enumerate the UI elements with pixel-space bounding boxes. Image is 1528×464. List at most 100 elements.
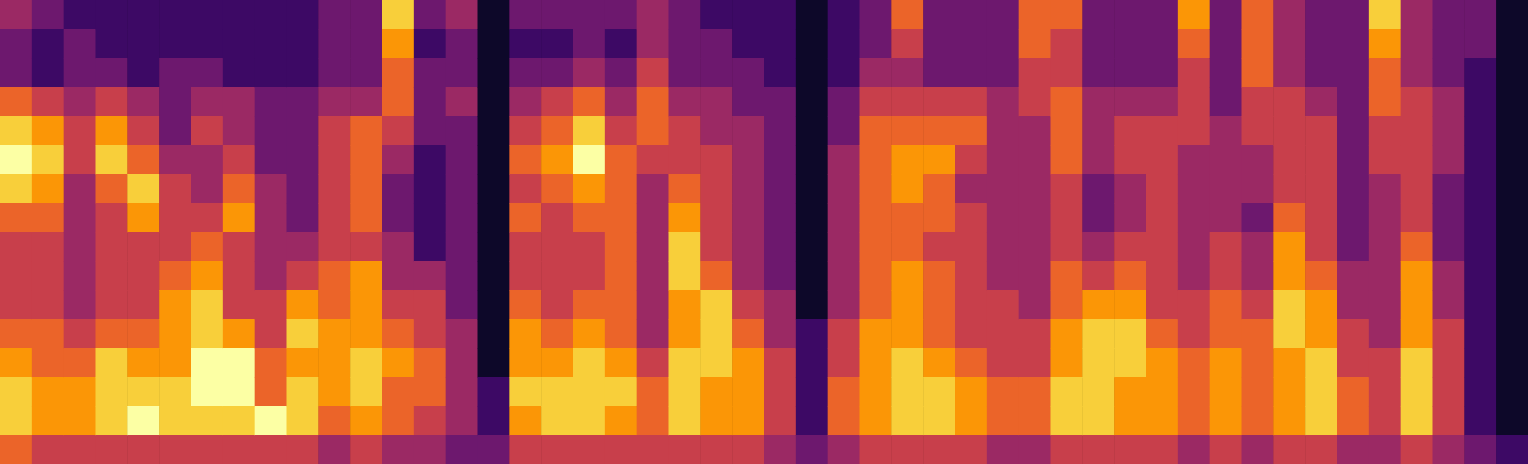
cell <box>64 290 96 320</box>
cell <box>1273 58 1305 88</box>
cell <box>0 87 32 117</box>
cell <box>1369 145 1401 175</box>
cell <box>255 348 287 378</box>
cell <box>955 174 987 204</box>
cell <box>1305 377 1337 407</box>
cell <box>1178 116 1210 146</box>
cell <box>127 29 159 59</box>
cell <box>509 406 541 436</box>
cell <box>700 377 732 407</box>
cell <box>987 406 1019 436</box>
cell <box>350 58 382 88</box>
cell <box>1019 58 1051 88</box>
cell <box>382 435 414 464</box>
cell <box>509 232 541 262</box>
cell <box>923 232 955 262</box>
cell <box>1178 406 1210 436</box>
cell <box>1401 0 1433 30</box>
cell <box>1146 348 1178 378</box>
cell <box>732 174 764 204</box>
cell <box>1369 203 1401 233</box>
cell <box>96 232 128 262</box>
cell <box>1114 232 1146 262</box>
cell <box>1496 0 1528 30</box>
cell <box>223 116 255 146</box>
cell <box>0 145 32 175</box>
cell <box>637 87 669 117</box>
cell <box>1242 87 1274 117</box>
cell <box>1019 232 1051 262</box>
cell <box>96 0 128 30</box>
cell <box>414 174 446 204</box>
cell <box>1178 290 1210 320</box>
cell <box>32 377 64 407</box>
cell <box>478 29 510 59</box>
cell <box>573 232 605 262</box>
cell <box>1273 29 1305 59</box>
cell <box>891 348 923 378</box>
cell <box>159 261 191 291</box>
cell <box>1114 290 1146 320</box>
cell <box>1114 261 1146 291</box>
cell <box>159 87 191 117</box>
cell <box>1273 261 1305 291</box>
cell <box>0 261 32 291</box>
cell <box>1464 232 1496 262</box>
cell <box>1114 377 1146 407</box>
cell <box>796 0 828 30</box>
cell <box>223 261 255 291</box>
cell <box>64 87 96 117</box>
cell <box>669 319 701 349</box>
cell <box>955 406 987 436</box>
cell <box>796 319 828 349</box>
cell <box>605 435 637 464</box>
cell <box>1210 0 1242 30</box>
cell <box>287 377 319 407</box>
cell <box>32 435 64 464</box>
cell <box>191 29 223 59</box>
cell <box>605 203 637 233</box>
cell <box>509 203 541 233</box>
cell <box>1369 232 1401 262</box>
cell <box>1210 87 1242 117</box>
cell <box>541 0 573 30</box>
cell <box>828 174 860 204</box>
cell <box>1496 203 1528 233</box>
cell <box>605 319 637 349</box>
cell <box>1401 29 1433 59</box>
cell <box>1242 116 1274 146</box>
cell <box>1464 58 1496 88</box>
cell <box>1178 348 1210 378</box>
cell <box>796 348 828 378</box>
cell <box>891 87 923 117</box>
cell <box>350 261 382 291</box>
cell <box>1114 87 1146 117</box>
cell <box>1337 29 1369 59</box>
cell <box>191 203 223 233</box>
cell <box>255 116 287 146</box>
cell <box>1305 203 1337 233</box>
cell <box>669 58 701 88</box>
cell <box>1496 145 1528 175</box>
cell <box>64 377 96 407</box>
cell <box>955 116 987 146</box>
cell <box>1273 435 1305 464</box>
cell <box>287 0 319 30</box>
cell <box>1496 87 1528 117</box>
cell <box>446 145 478 175</box>
cell <box>1273 145 1305 175</box>
cell <box>732 116 764 146</box>
cell <box>191 87 223 117</box>
cell <box>446 261 478 291</box>
cell <box>891 203 923 233</box>
cell <box>414 145 446 175</box>
cell <box>541 87 573 117</box>
cell <box>1082 58 1114 88</box>
cell <box>541 377 573 407</box>
cell <box>1114 348 1146 378</box>
cell <box>350 435 382 464</box>
cell <box>32 290 64 320</box>
cell <box>509 435 541 464</box>
cell <box>1464 87 1496 117</box>
cell <box>860 116 892 146</box>
